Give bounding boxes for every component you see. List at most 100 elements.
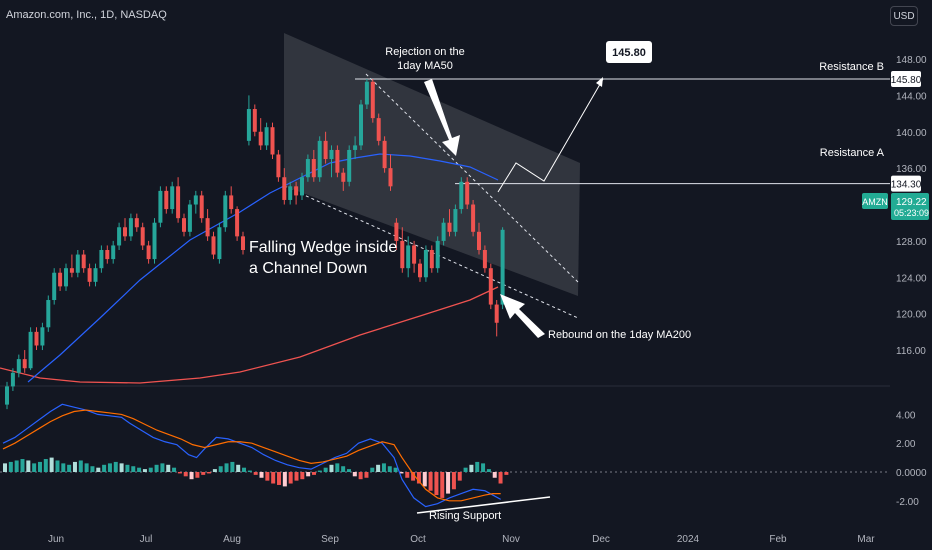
macd-histogram-bar bbox=[67, 464, 72, 472]
candle-body bbox=[370, 81, 375, 119]
macd-histogram-bar bbox=[189, 472, 194, 480]
macd-histogram-bar bbox=[311, 472, 316, 475]
macd-histogram-bar bbox=[166, 464, 171, 472]
macd-histogram-bar bbox=[154, 464, 159, 472]
candle-body bbox=[40, 327, 45, 346]
channel-down-shape bbox=[284, 33, 580, 296]
candle-body bbox=[394, 222, 399, 241]
macd-histogram-bar bbox=[486, 469, 491, 472]
symbol-tag-box bbox=[862, 193, 888, 209]
resistance-a-axis-value: 134.30 bbox=[891, 180, 922, 191]
candle-body bbox=[158, 190, 163, 223]
macd-histogram-bar bbox=[323, 467, 328, 472]
candle-body bbox=[423, 249, 428, 278]
candle-body bbox=[412, 245, 417, 264]
candle-body bbox=[494, 304, 499, 323]
x-tick-label: Mar bbox=[857, 534, 875, 545]
macd-histogram-bar bbox=[26, 460, 31, 472]
price-tick-label: 144.00 bbox=[896, 91, 927, 102]
candle-body bbox=[382, 140, 387, 169]
candle-body bbox=[441, 222, 446, 241]
macd-histogram-bar bbox=[247, 470, 252, 472]
candle-body bbox=[146, 245, 151, 260]
candle-body bbox=[217, 227, 222, 260]
price-tick-label: 124.00 bbox=[896, 273, 927, 284]
macd-histogram-bar bbox=[393, 467, 398, 472]
candle-body bbox=[329, 149, 334, 160]
candle-body bbox=[164, 190, 169, 210]
macd-histogram-bar bbox=[306, 472, 311, 477]
macd-histogram-bar bbox=[242, 467, 247, 472]
macd-histogram-bar bbox=[37, 461, 42, 472]
candle-body bbox=[294, 186, 299, 196]
candle-body bbox=[152, 222, 157, 260]
candle-body bbox=[270, 127, 275, 155]
candle-body bbox=[5, 386, 9, 405]
candle-body bbox=[58, 272, 63, 287]
candle-body bbox=[176, 186, 181, 219]
macd-histogram-bar bbox=[434, 472, 439, 496]
macd-histogram-bar bbox=[230, 461, 235, 472]
last-price-value: 129.22 bbox=[896, 197, 927, 208]
rising-support-line bbox=[416, 496, 551, 514]
candle-body bbox=[500, 229, 505, 305]
candle-body bbox=[288, 186, 293, 200]
rebound-arrow bbox=[500, 294, 545, 338]
candle-body bbox=[406, 245, 411, 269]
macd-histogram-bar bbox=[43, 459, 48, 472]
macd-histogram-bar bbox=[416, 472, 421, 484]
macd-histogram-bar bbox=[300, 472, 305, 480]
macd-line bbox=[2, 403, 501, 508]
projection-arrowhead bbox=[596, 77, 603, 87]
candle-body bbox=[465, 181, 470, 205]
macd-histogram-bar bbox=[14, 460, 19, 472]
candle-body bbox=[64, 268, 68, 287]
macd-tick-label: 0.0000 bbox=[896, 468, 927, 479]
macd-histogram-bar bbox=[469, 464, 474, 472]
macd-histogram-bar bbox=[107, 463, 112, 472]
target-label-box bbox=[606, 41, 652, 63]
candle-body bbox=[241, 236, 245, 250]
macd-histogram-bar bbox=[364, 472, 369, 478]
candle-body bbox=[276, 154, 281, 178]
candle-body bbox=[453, 209, 458, 232]
candle-body bbox=[347, 149, 352, 182]
x-tick-label: Aug bbox=[223, 534, 241, 545]
rising-support-label: Rising Support bbox=[429, 510, 501, 522]
macd-histogram-bar bbox=[148, 467, 153, 472]
candle-body bbox=[418, 263, 422, 278]
candle-body bbox=[93, 268, 98, 282]
candle-body bbox=[435, 240, 440, 269]
resistance-b-axis-box bbox=[891, 71, 921, 88]
x-tick-label: 2024 bbox=[677, 534, 700, 545]
macd-histogram-bar bbox=[265, 472, 270, 481]
candle-body bbox=[235, 209, 240, 237]
price-tick-label: 116.00 bbox=[896, 346, 926, 357]
candle-body bbox=[52, 272, 57, 301]
candle-body bbox=[388, 168, 393, 187]
candle-body bbox=[305, 159, 310, 178]
candle-body bbox=[105, 249, 110, 260]
macd-histogram-bar bbox=[440, 472, 445, 498]
candle-body bbox=[111, 245, 116, 260]
macd-histogram-bar bbox=[387, 466, 392, 472]
candle-body bbox=[282, 177, 287, 200]
candle-body bbox=[34, 331, 39, 346]
wedge-label-line2: a Channel Down bbox=[249, 260, 367, 277]
projection-path bbox=[497, 78, 604, 193]
macd-histogram-bar bbox=[160, 463, 165, 472]
candle-body bbox=[364, 81, 369, 105]
target-label: 145.80 bbox=[612, 47, 646, 59]
macd-histogram-bar bbox=[137, 467, 142, 472]
candle-body bbox=[300, 177, 304, 196]
macd-histogram-bar bbox=[463, 467, 468, 472]
rejection-label-line2: 1day MA50 bbox=[397, 60, 453, 72]
candle-body bbox=[87, 268, 92, 282]
candle-body bbox=[376, 118, 381, 141]
price-tick-label: 148.00 bbox=[896, 55, 927, 66]
candle-body bbox=[471, 204, 476, 232]
currency-button[interactable]: USD bbox=[890, 6, 918, 26]
candle-body bbox=[128, 218, 133, 237]
macd-histogram-bar bbox=[172, 467, 177, 472]
